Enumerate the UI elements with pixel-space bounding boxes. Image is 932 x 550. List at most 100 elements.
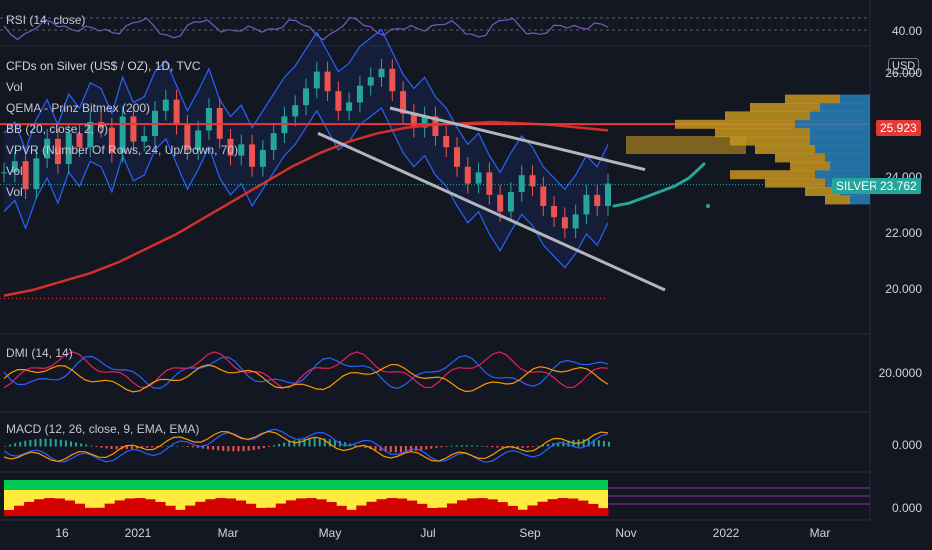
macd-histogram-bar — [547, 444, 550, 447]
stoch-tick: 0.000 — [891, 501, 922, 515]
projection-dot — [706, 204, 710, 208]
macd-histogram-bar — [130, 446, 133, 449]
macd-histogram-bar — [95, 446, 98, 447]
heat-red-bar — [175, 509, 186, 516]
heat-red-bar — [507, 505, 518, 516]
macd-signal-line — [3, 430, 609, 462]
macd-histogram-bar — [521, 446, 524, 448]
macd-histogram-bar — [562, 441, 565, 447]
heat-red-bar — [114, 500, 126, 516]
heat-red-bar — [406, 500, 418, 516]
vpvr-down-bar — [850, 195, 870, 205]
dmi-plus-line — [3, 354, 609, 390]
qema-line — [3, 120, 609, 297]
heat-red-bar — [396, 498, 408, 516]
candle-body — [507, 192, 514, 212]
macd-histogram-bar — [252, 446, 255, 451]
heat-red-bar — [386, 498, 398, 516]
indicator-label-vol: Vol — [6, 80, 23, 94]
heat-red-bar — [225, 498, 237, 516]
vpvr-down-bar — [820, 103, 870, 112]
macd-histogram-bar — [115, 446, 118, 450]
candle-body — [475, 172, 482, 184]
macd-histogram-bar — [171, 445, 174, 447]
heat-red-bar — [205, 499, 216, 516]
macd-histogram-bar — [156, 446, 159, 447]
heat-red-bar — [597, 508, 609, 516]
candle-body — [561, 217, 568, 229]
heat-red-bar — [517, 509, 528, 516]
heat-red-bar — [436, 507, 448, 516]
candle-body — [529, 175, 536, 187]
macd-histogram-bar — [288, 441, 291, 447]
heat-red-bar — [487, 499, 498, 516]
macd-histogram-bar — [191, 446, 194, 448]
macd-histogram-bar — [100, 446, 103, 448]
macd-histogram-bar — [9, 444, 12, 447]
macd-histogram-bar — [354, 444, 357, 447]
heat-red-bar — [446, 503, 458, 516]
rsi-label: RSI (14, close) — [6, 13, 86, 27]
macd-histogram-bar — [420, 446, 423, 451]
macd-histogram-bar — [110, 446, 113, 449]
heat-red-bar — [255, 507, 267, 516]
vpvr-up-bar — [750, 103, 820, 112]
candle-body — [346, 102, 353, 111]
candle-body — [238, 144, 245, 156]
x-tick-2: Mar — [217, 526, 239, 540]
vpvr-poc-bar — [626, 136, 746, 154]
vpvr-up-bar — [765, 178, 825, 188]
candle-body — [1, 172, 7, 174]
heat-red-bar — [84, 507, 96, 516]
candle-body — [22, 161, 29, 190]
chart-title: CFDs on Silver (US$ / OZ), 1D, TVC — [6, 59, 201, 73]
adx-line — [3, 364, 609, 393]
candle-body — [173, 99, 180, 125]
x-tick-0: 16 — [55, 526, 69, 540]
macd-histogram-bar — [75, 442, 78, 447]
indicator-label-qema: QEMA - Prinz Bitmex (200) — [6, 101, 151, 115]
candle-body — [454, 147, 460, 167]
vpvr-down-bar — [815, 170, 870, 180]
projection-curve — [612, 162, 706, 208]
vpvr-down-bar — [840, 94, 870, 104]
macd-histogram-bar — [531, 446, 534, 447]
macd-histogram-bar — [374, 446, 377, 451]
macd-histogram-bar — [313, 438, 316, 447]
heat-red-bar — [64, 500, 75, 516]
candle-body — [389, 68, 396, 92]
macd-histogram-bar — [399, 446, 402, 453]
x-tick-3: May — [318, 526, 342, 540]
macd-histogram-bar — [273, 445, 276, 447]
macd-histogram-bar — [567, 440, 570, 447]
macd-histogram-bar — [425, 446, 428, 450]
vpvr-up-bar — [825, 195, 850, 205]
macd-histogram-bar — [516, 446, 519, 449]
candle-body — [141, 136, 148, 142]
currency-button[interactable]: USD — [888, 58, 920, 74]
candle-body — [130, 116, 137, 142]
symbol-tag: SILVER — [832, 178, 882, 194]
vpvr-up-bar — [775, 153, 825, 163]
heat-red-bar — [245, 503, 257, 516]
vpvr-up-bar — [715, 128, 810, 138]
heat-red-bar — [165, 505, 176, 516]
candle-body — [583, 194, 590, 215]
vpvr-down-bar — [795, 119, 870, 129]
macd-histogram-bar — [465, 445, 468, 447]
vpvr-up-bar — [755, 145, 815, 154]
macd-histogram-bar — [557, 442, 560, 447]
heat-red-bar — [94, 507, 106, 516]
macd-histogram-bar — [587, 439, 590, 447]
candle-body — [378, 68, 385, 78]
heat-red-bar — [336, 505, 347, 516]
macd-histogram-bar — [176, 445, 179, 447]
macd-histogram-bar — [29, 439, 32, 447]
candle-body — [367, 77, 374, 86]
macd-histogram-bar — [481, 445, 484, 447]
macd-histogram-bar — [237, 446, 240, 452]
candle-body — [313, 71, 320, 89]
price-tick-26: 26.000 — [885, 66, 922, 80]
macd-histogram-bar — [232, 446, 235, 452]
